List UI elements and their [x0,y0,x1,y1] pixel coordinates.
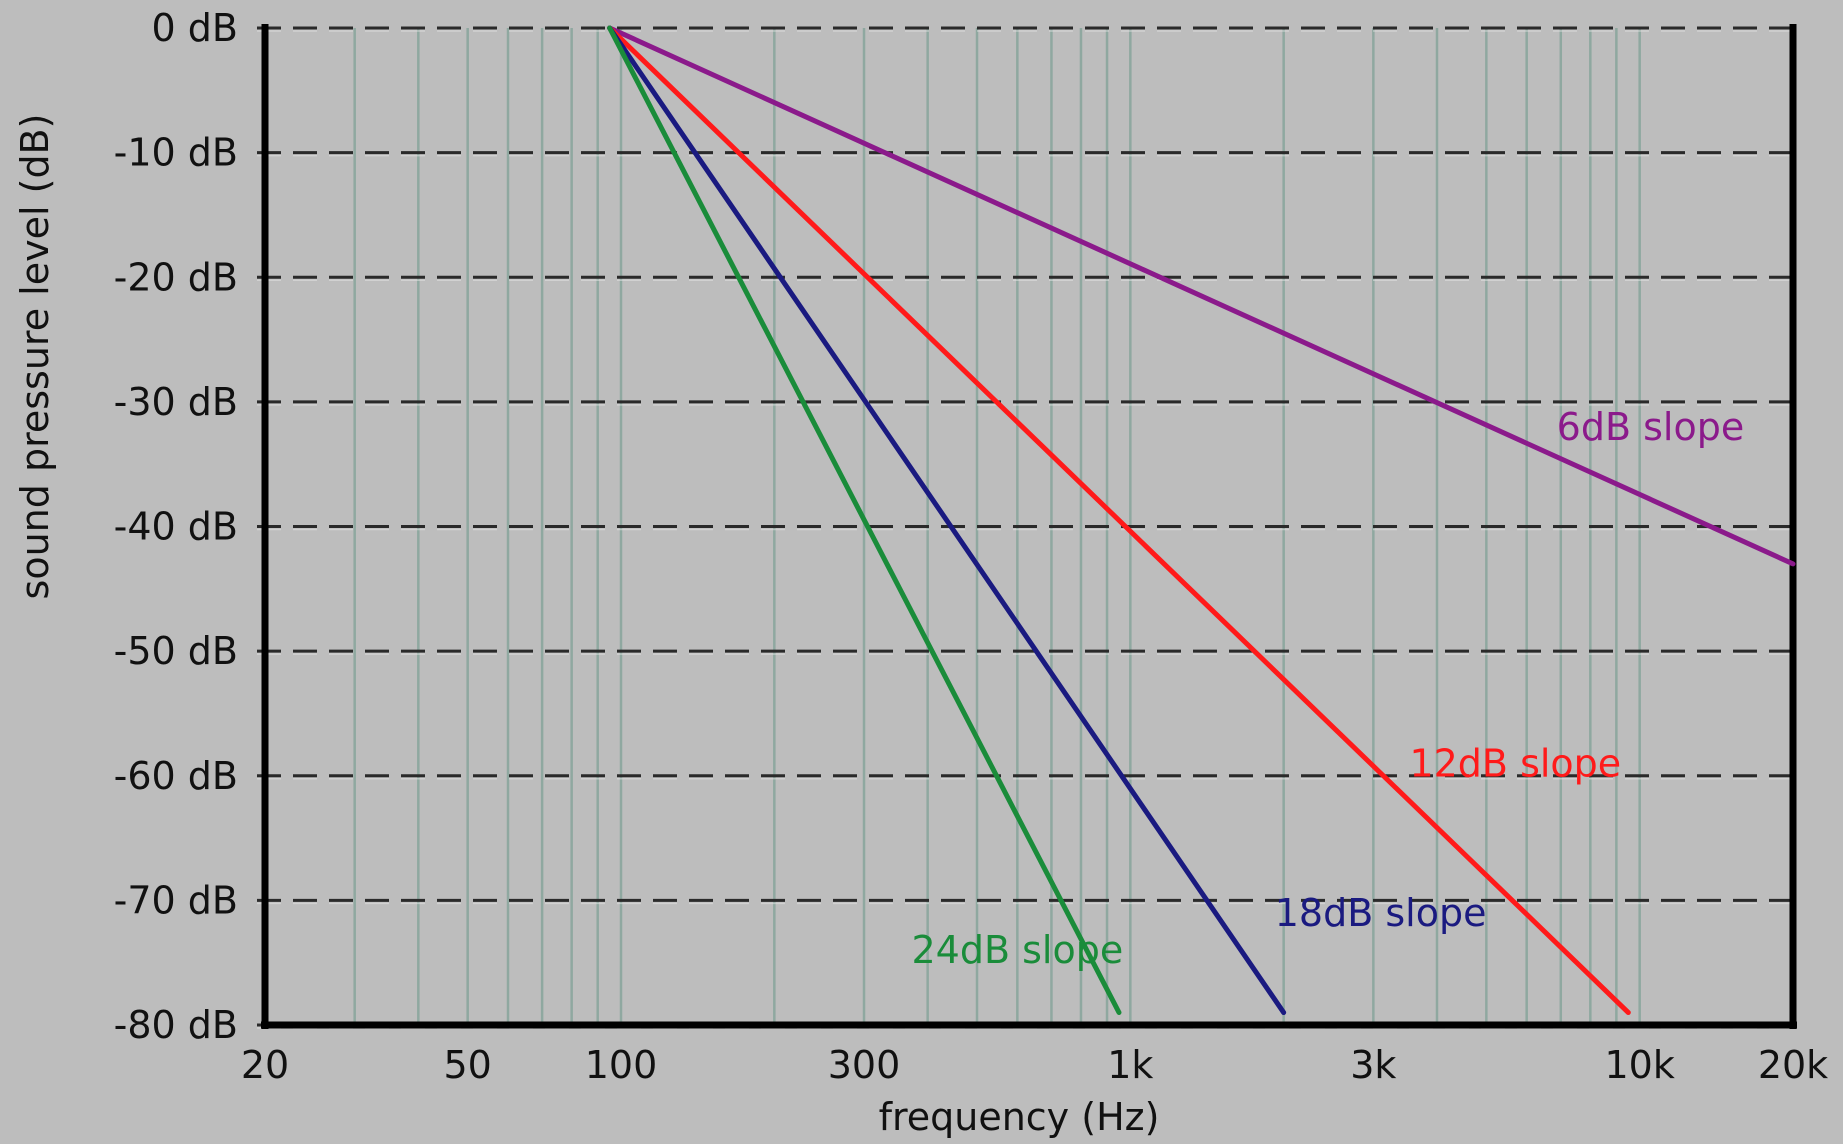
series-layer [607,25,1796,1016]
y-tick-label: -10 dB [114,131,238,175]
series-line-3 [607,25,1287,1016]
x-tick-label: 50 [444,1043,492,1087]
x-axis-title: frequency (Hz) [879,1095,1160,1139]
series-label-1: 6dB slope [1557,405,1745,449]
series-label-3: 18dB slope [1275,891,1487,935]
y-tick-label: -50 dB [114,629,238,673]
y-tick-label: -60 dB [114,754,238,798]
series-label-4: 24dB slope [911,928,1123,972]
axes-layer [261,24,1797,1029]
series-label-2: 12dB slope [1409,741,1621,785]
series-line-4 [607,25,1122,1016]
labels-layer: 0 dB -10 dB -20 dB -30 dB -40 dB -50 dB -60 dB… [114,6,1829,1087]
x-tick-label: 20 [241,1043,289,1087]
series-line-2 [607,25,1631,1016]
y-tick-label: -80 dB [114,1003,238,1047]
x-tick-label: 100 [585,1043,658,1087]
y-axis-title: sound pressure level (dB) [13,114,57,600]
y-tick-label: -30 dB [114,380,238,424]
x-tick-label: 10k [1604,1043,1674,1087]
grid-layer [257,26,1793,1029]
series-line-1 [607,25,1796,567]
x-tick-label: 1k [1107,1043,1153,1087]
y-tick-label: -40 dB [114,505,238,549]
y-tick-label: 0 dB [152,6,238,50]
x-tick-label: 3k [1350,1043,1396,1087]
x-tick-label: 20k [1758,1043,1828,1087]
y-tick-label: -20 dB [114,255,238,299]
y-tick-label: -70 dB [114,878,238,922]
x-tick-label: 300 [828,1043,901,1087]
